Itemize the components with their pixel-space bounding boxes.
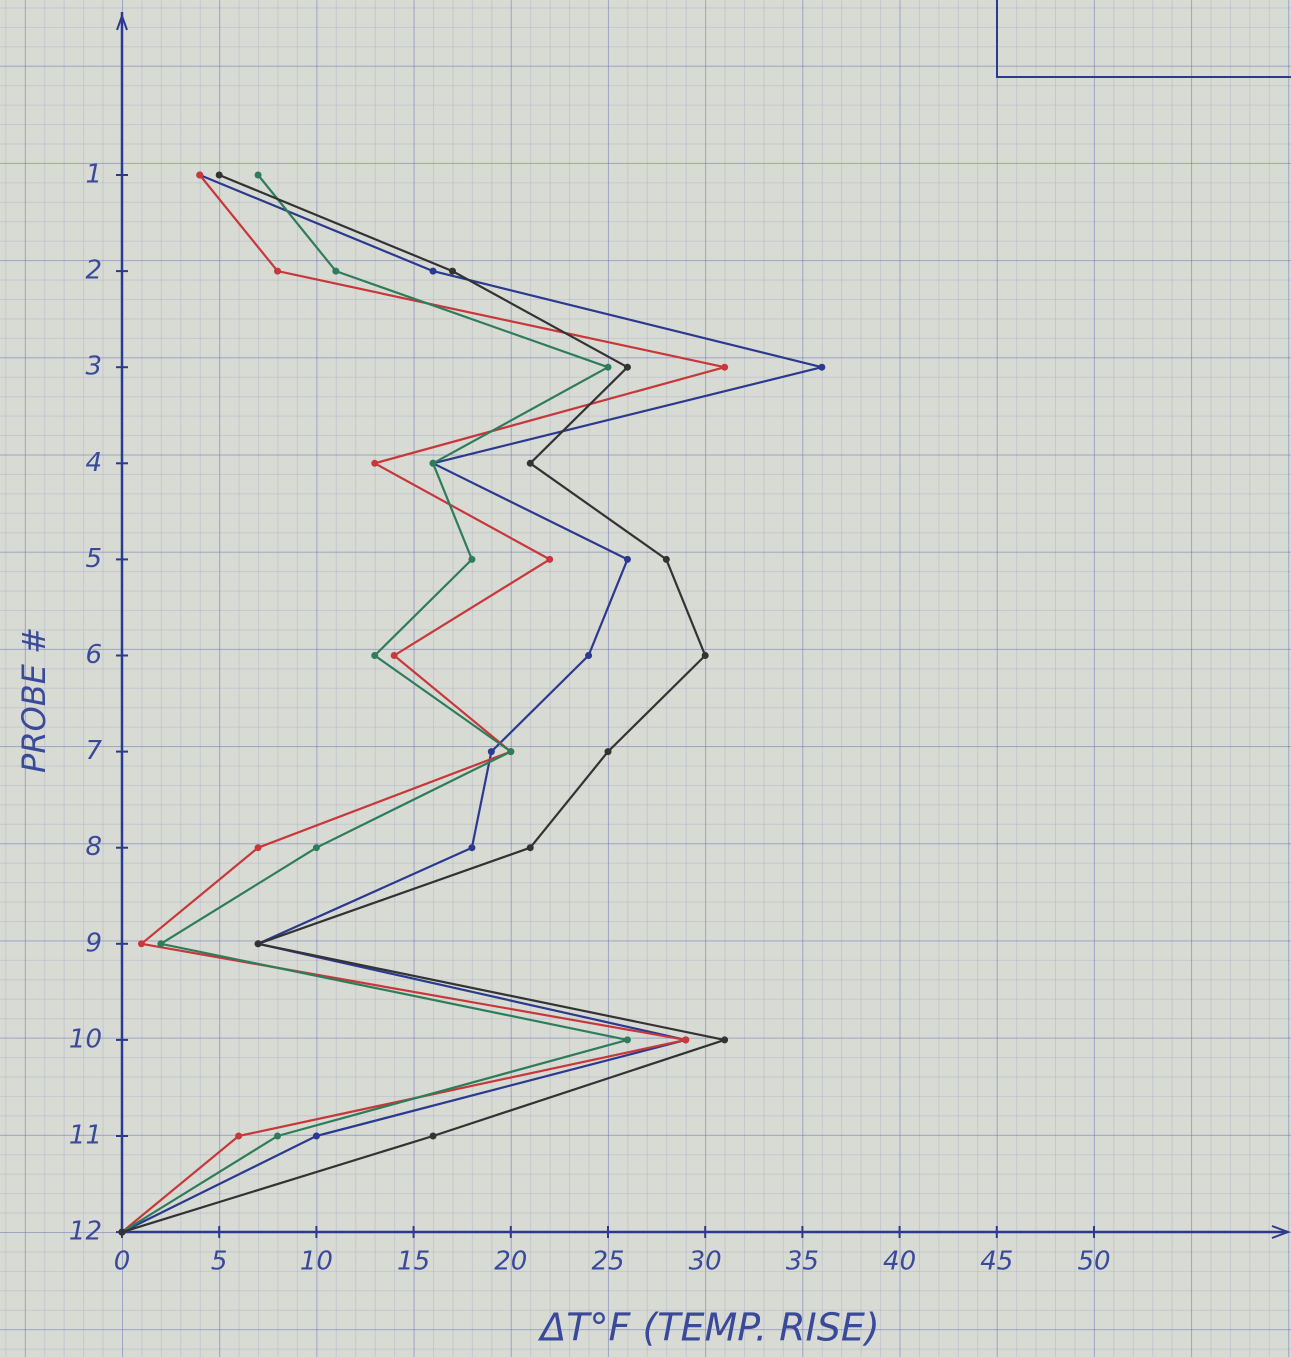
y-tick-label: 11: [69, 1121, 102, 1151]
x-tick-label: 25: [591, 1247, 624, 1277]
x-tick-label: 0: [114, 1247, 131, 1277]
series-line: [122, 175, 822, 1232]
data-point: [313, 844, 320, 851]
data-point: [507, 748, 514, 755]
data-point: [255, 940, 262, 947]
data-point: [332, 268, 339, 275]
x-tick-label: 5: [211, 1247, 228, 1277]
series-line: [122, 175, 725, 1232]
data-point: [663, 556, 670, 563]
series-line: [122, 175, 725, 1232]
data-point: [702, 652, 709, 659]
data-point: [371, 652, 378, 659]
data-point: [255, 172, 262, 179]
data-point: [235, 1133, 242, 1140]
data-point: [196, 172, 203, 179]
y-tick-label: 12: [69, 1217, 102, 1247]
data-point: [488, 748, 495, 755]
data-point: [274, 1133, 281, 1140]
chart: ΔT°F (TEMP. RISE) PROBE # 05101520253035…: [0, 0, 1291, 1357]
y-axis-label: PROBE #: [15, 627, 53, 773]
data-point: [313, 1133, 320, 1140]
data-point: [119, 1229, 126, 1236]
y-tick-label: 4: [85, 448, 102, 478]
series-line: [122, 175, 627, 1232]
data-point: [682, 1036, 689, 1043]
data-point: [527, 460, 534, 467]
x-tick-label: 15: [397, 1247, 430, 1277]
data-point: [391, 652, 398, 659]
y-tick-label: 8: [85, 832, 102, 862]
data-point: [605, 364, 612, 371]
data-point: [546, 556, 553, 563]
data-point: [430, 268, 437, 275]
data-point: [274, 268, 281, 275]
data-point: [138, 940, 145, 947]
x-axis-label: ΔT°F (TEMP. RISE): [537, 1306, 879, 1350]
data-point: [721, 1036, 728, 1043]
data-point: [468, 556, 475, 563]
x-tick-label: 20: [494, 1247, 527, 1277]
y-tick-label: 6: [85, 640, 102, 670]
data-point: [255, 844, 262, 851]
y-tick-label: 10: [69, 1024, 102, 1054]
data-point: [624, 364, 631, 371]
data-point: [585, 652, 592, 659]
y-tick-label: 9: [85, 928, 102, 958]
x-tick-label: 30: [689, 1247, 722, 1277]
x-tick-label: 35: [786, 1247, 819, 1277]
page: ΔT°F (TEMP. RISE) PROBE # 05101520253035…: [0, 0, 1291, 1357]
data-point: [216, 172, 223, 179]
y-tick-label: 2: [85, 256, 102, 286]
data-point: [818, 364, 825, 371]
corner-box: [997, 0, 1291, 77]
data-point: [449, 268, 456, 275]
data-point: [527, 844, 534, 851]
x-tick-label: 45: [980, 1247, 1013, 1277]
data-point: [468, 844, 475, 851]
x-tick-label: 10: [300, 1247, 333, 1277]
data-point: [430, 1133, 437, 1140]
data-point: [371, 460, 378, 467]
data-point: [624, 1036, 631, 1043]
y-tick-label: 1: [85, 160, 102, 190]
y-tick-label: 7: [85, 736, 102, 766]
x-tick-label: 40: [883, 1247, 916, 1277]
data-point: [624, 556, 631, 563]
data-point: [430, 460, 437, 467]
y-tick-label: 3: [85, 352, 102, 382]
y-tick-label: 5: [85, 544, 102, 574]
data-point: [605, 748, 612, 755]
data-point: [721, 364, 728, 371]
data-point: [157, 940, 164, 947]
x-tick-label: 50: [1077, 1247, 1110, 1277]
